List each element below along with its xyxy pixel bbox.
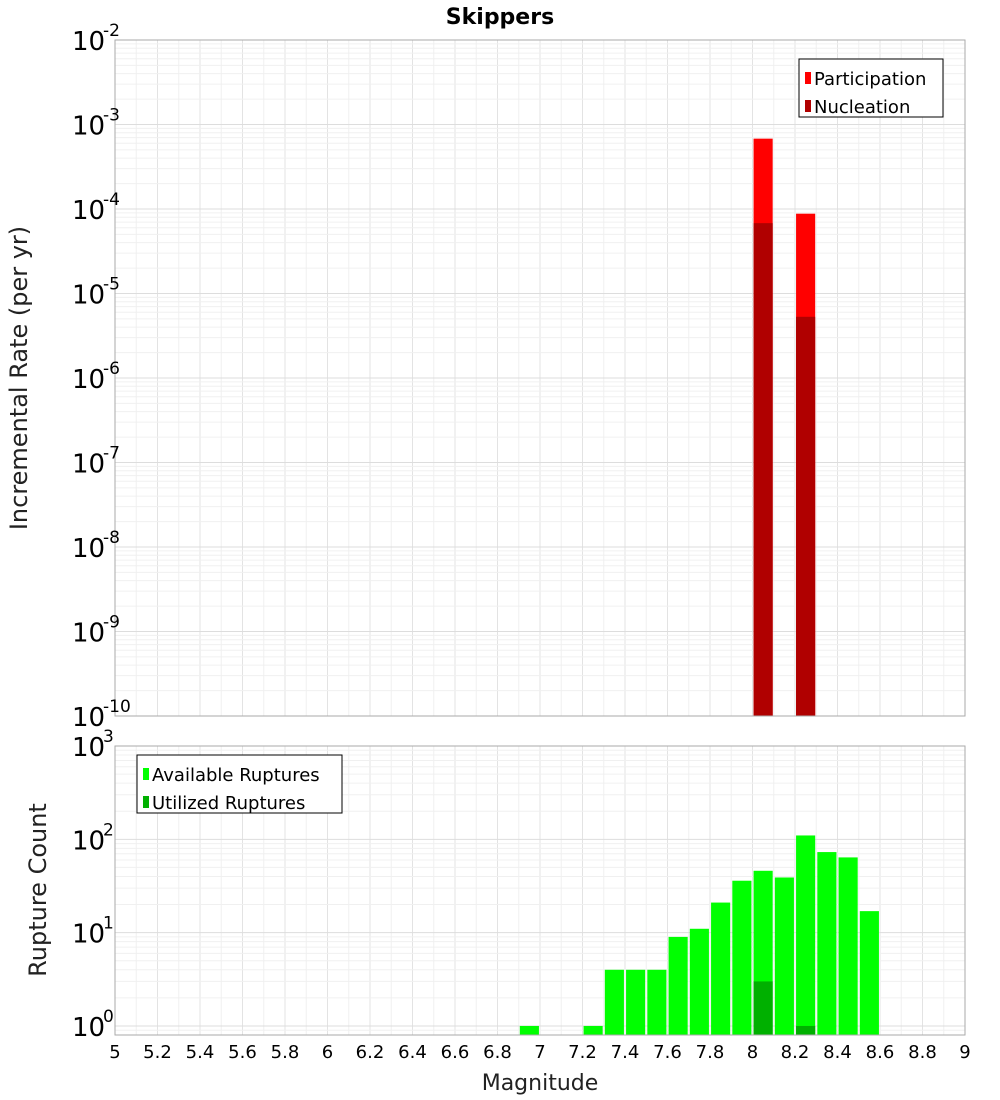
bar: [668, 936, 688, 1035]
x-tick-label: 5.2: [143, 1042, 172, 1063]
y-tick-label: 10: [72, 826, 105, 856]
bar: [519, 1025, 539, 1035]
legend-box: [136, 754, 343, 814]
y-tick-label: 10: [72, 703, 105, 733]
y-tick-label: 10: [72, 920, 105, 950]
x-tick-label: 6.8: [483, 1042, 512, 1063]
bar: [817, 852, 837, 1035]
x-tick-label: 5.6: [228, 1042, 257, 1063]
x-tick-label: 8.2: [781, 1042, 810, 1063]
bottom-legend: Available Ruptures Utilized Ruptures: [136, 754, 343, 814]
legend-label: Participation: [814, 69, 926, 90]
legend-swatch: [143, 768, 149, 780]
bar: [689, 928, 709, 1035]
x-tick-label: 7.2: [568, 1042, 597, 1063]
y-tick-exponent: -3: [103, 106, 120, 126]
x-tick-label: 9: [959, 1042, 970, 1063]
x-tick-label: 8.4: [823, 1042, 852, 1063]
bar: [753, 223, 773, 716]
x-tick-label: 5.8: [271, 1042, 300, 1063]
x-tick-label: 6.4: [398, 1042, 427, 1063]
x-axis-label: Magnitude: [482, 1071, 599, 1096]
y-tick-exponent: 2: [103, 820, 114, 840]
y-tick-exponent: -4: [103, 190, 120, 210]
bar: [604, 969, 624, 1035]
bar: [583, 1025, 603, 1035]
y-tick-exponent: -5: [103, 275, 120, 295]
x-tick-label: 6.6: [441, 1042, 470, 1063]
y-tick-label: 10: [72, 534, 105, 564]
bar: [774, 877, 794, 1035]
top-bars: [753, 138, 816, 716]
x-tick-label: 5: [109, 1042, 120, 1063]
bar: [753, 981, 773, 1035]
y-tick-exponent: 3: [103, 727, 114, 747]
top-grid: [114, 39, 966, 717]
bar: [859, 911, 879, 1035]
top-plot-border: [114, 39, 966, 717]
y-tick-label: 10: [72, 1013, 105, 1043]
x-tick-label: 7.6: [653, 1042, 682, 1063]
bar: [796, 1025, 816, 1035]
y-tick-label: 10: [72, 112, 105, 142]
chart-title: Skippers: [446, 5, 554, 30]
y-tick-exponent: -8: [103, 528, 120, 548]
y-tick-label: 10: [72, 281, 105, 311]
bottom-bars: [519, 835, 879, 1035]
bar: [796, 316, 816, 716]
bar: [647, 969, 667, 1035]
y-tick-exponent: 1: [103, 914, 114, 934]
y-tick-exponent: -10: [103, 697, 131, 717]
bottom-y-axis-label: Rupture Count: [24, 803, 52, 977]
y-tick-label: 10: [72, 196, 105, 226]
y-tick-label: 10: [72, 27, 105, 57]
bar: [838, 857, 858, 1035]
legend-label: Nucleation: [814, 97, 910, 118]
y-tick-label: 10: [72, 450, 105, 480]
legend-label: Utilized Ruptures: [152, 793, 305, 814]
top-y-axis-label: Incremental Rate (per yr): [5, 226, 33, 530]
y-tick-label: 10: [72, 619, 105, 649]
y-tick-exponent: -7: [103, 444, 120, 464]
y-tick-label: 10: [72, 365, 105, 395]
bar: [626, 969, 646, 1035]
bar: [711, 902, 731, 1035]
x-tick-label: 8: [747, 1042, 758, 1063]
legend-swatch: [805, 100, 811, 112]
x-tick-label: 7: [534, 1042, 545, 1063]
legend-box: [798, 58, 944, 118]
y-tick-exponent: -9: [103, 613, 120, 633]
y-tick-label: 10: [72, 733, 105, 763]
x-ticks: 5 5.2 5.4 5.6 5.8 6 6.2 6.4 6.6 6.8 7 7.2 7.4 7.6 7.8 8…: [109, 1042, 970, 1063]
top-legend: Participation Nucleation: [798, 58, 944, 118]
bar: [796, 835, 816, 1035]
legend-swatch: [805, 72, 811, 84]
y-tick-exponent: 0: [103, 1007, 114, 1027]
bar: [732, 880, 752, 1035]
x-tick-label: 8.6: [866, 1042, 895, 1063]
x-tick-label: 8.8: [908, 1042, 937, 1063]
x-tick-label: 6: [322, 1042, 333, 1063]
legend-label: Available Ruptures: [152, 765, 320, 786]
legend-swatch: [143, 796, 149, 808]
y-tick-exponent: -2: [103, 21, 120, 41]
y-tick-exponent: -6: [103, 359, 120, 379]
x-tick-label: 5.4: [186, 1042, 215, 1063]
x-tick-label: 7.8: [696, 1042, 725, 1063]
x-tick-label: 7.4: [611, 1042, 640, 1063]
bottom-plot-border: [114, 745, 966, 1036]
x-tick-label: 6.2: [356, 1042, 385, 1063]
